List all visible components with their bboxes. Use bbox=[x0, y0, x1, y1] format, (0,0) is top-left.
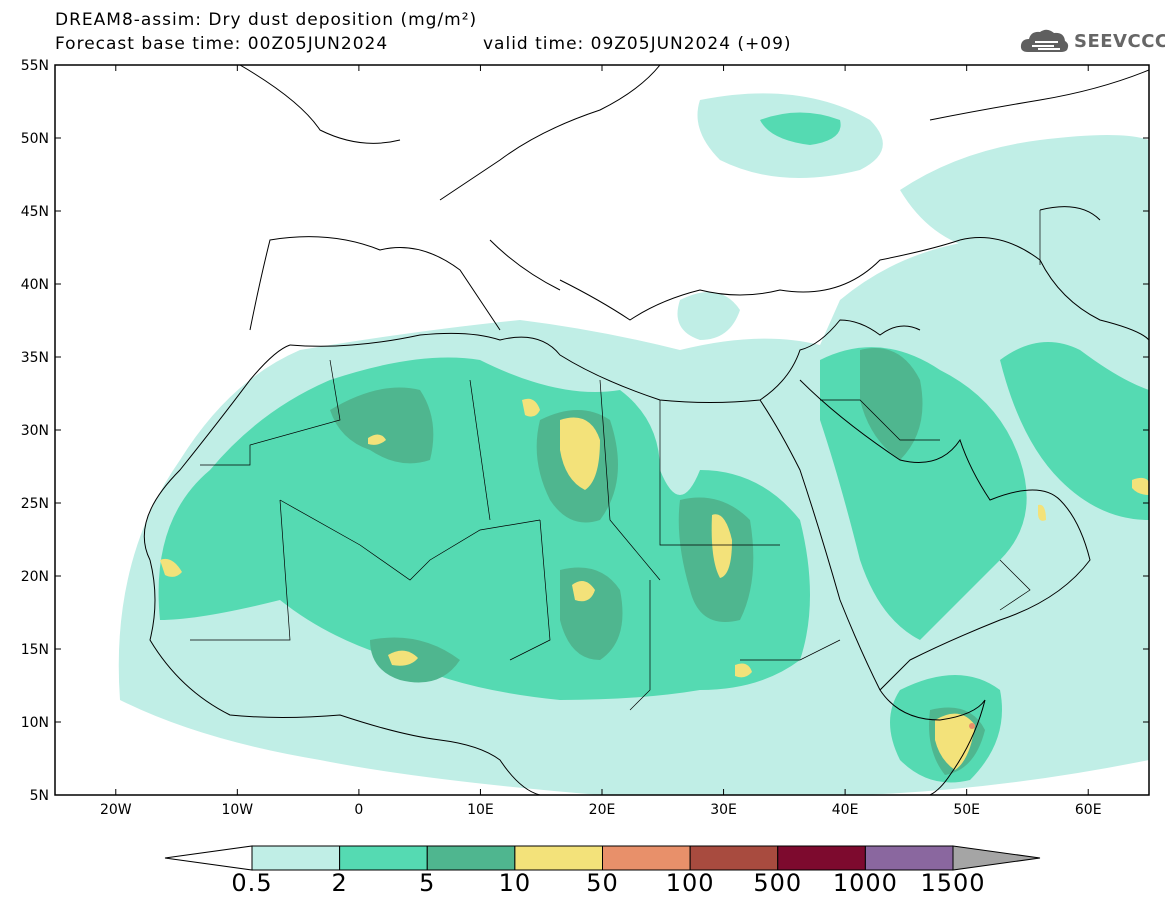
colorbar-label: 0.5 bbox=[231, 869, 273, 897]
lat-tick-label: 25N bbox=[21, 496, 49, 512]
colorbar-label: 100 bbox=[665, 869, 715, 897]
lat-tick-label: 10N bbox=[21, 715, 49, 731]
colorbar-segment bbox=[689, 845, 779, 871]
lat-tick-label: 5N bbox=[30, 788, 49, 804]
lat-tick-label: 55N bbox=[21, 58, 49, 74]
colorbar-high-arrow bbox=[952, 845, 1041, 871]
lon-tick-label: 10E bbox=[467, 802, 494, 818]
colorbar-low-arrow bbox=[164, 845, 253, 871]
lon-tick-label: 10W bbox=[221, 802, 253, 818]
colorbar-segment bbox=[251, 845, 341, 871]
lat-tick-label: 45N bbox=[21, 204, 49, 220]
axis-ticks: 55N 50N 45N 40N 35N 30N 25N 20N 15N 10N 5N 20W 10W 0 1… bbox=[21, 58, 1149, 818]
colorbar-segment bbox=[864, 845, 954, 871]
forecast-base-time: Forecast base time: 00Z05JUN2024 bbox=[55, 34, 389, 54]
colorbar-label: 5 bbox=[419, 869, 436, 897]
land-outlines bbox=[143, 65, 1149, 795]
colorbar-label: 1500 bbox=[920, 869, 986, 897]
map-area bbox=[55, 65, 1149, 795]
colorbar bbox=[164, 845, 1041, 871]
colorbar-segment bbox=[426, 845, 516, 871]
colorbar-segment bbox=[602, 845, 691, 871]
lat-tick-label: 40N bbox=[21, 277, 49, 293]
lon-tick-label: 0 bbox=[354, 802, 363, 818]
colorbar-label: 50 bbox=[586, 869, 619, 897]
lat-tick-label: 15N bbox=[21, 642, 49, 658]
valid-time: valid time: 09Z05JUN2024 (+09) bbox=[483, 34, 792, 54]
cloud-icon bbox=[1020, 29, 1069, 52]
lon-tick-label: 40E bbox=[832, 802, 859, 818]
colorbar-label: 500 bbox=[753, 869, 803, 897]
logo-text: SEEVCCC bbox=[1074, 30, 1165, 52]
lon-tick-label: 50E bbox=[953, 802, 980, 818]
colorbar-label: 1000 bbox=[832, 869, 898, 897]
dust-level-10 bbox=[160, 398, 1149, 770]
colorbar-segment bbox=[514, 845, 603, 871]
map-title: DREAM8-assim: Dry dust deposition (mg/m²… bbox=[55, 10, 478, 30]
colorbar-label: 2 bbox=[331, 869, 348, 897]
dust-level-50 bbox=[969, 723, 975, 729]
lat-tick-label: 50N bbox=[21, 131, 49, 147]
seevccc-logo: SEEVCCC bbox=[1018, 26, 1165, 56]
lat-tick-label: 30N bbox=[21, 423, 49, 439]
colorbar-label: 10 bbox=[498, 869, 532, 897]
lon-tick-label: 30E bbox=[710, 802, 737, 818]
lon-tick-label: 20W bbox=[100, 802, 132, 818]
colorbar-segment bbox=[777, 845, 866, 871]
lat-tick-label: 20N bbox=[21, 569, 49, 585]
lon-tick-label: 20E bbox=[589, 802, 616, 818]
country-borders bbox=[190, 210, 1041, 711]
colorbar-segment bbox=[339, 845, 428, 871]
lon-tick-label: 60E bbox=[1075, 802, 1102, 818]
lat-tick-label: 35N bbox=[21, 350, 49, 366]
